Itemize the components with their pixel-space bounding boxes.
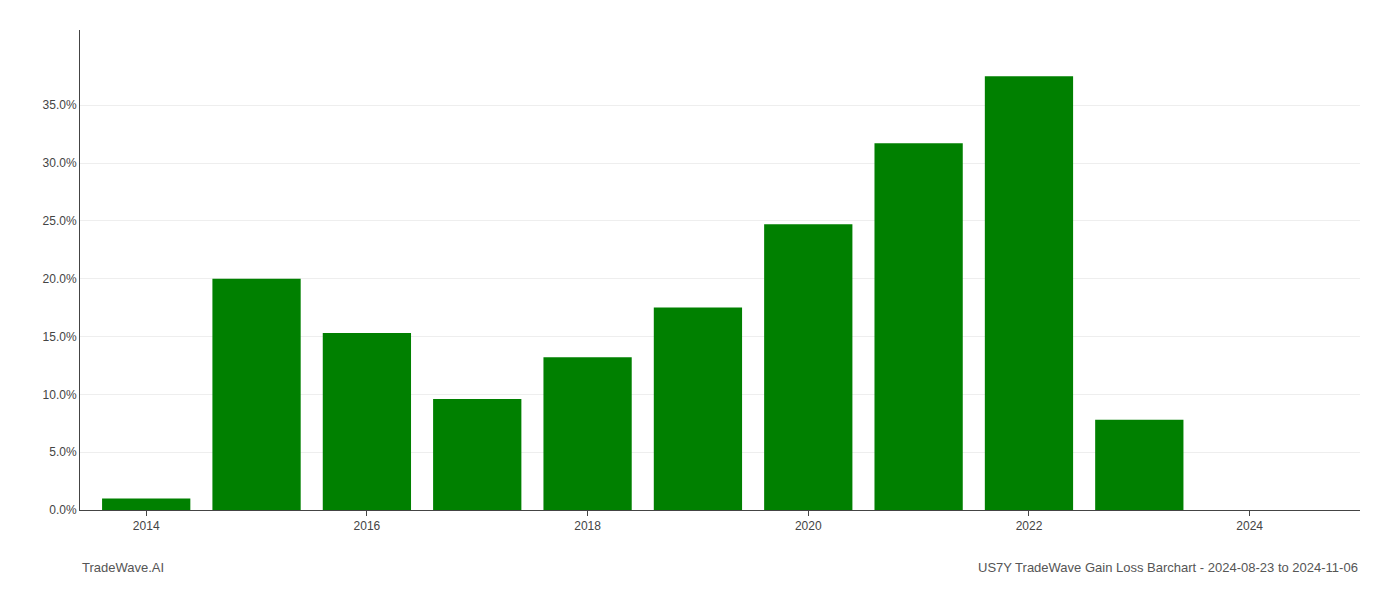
svg-text:0.0%: 0.0% bbox=[49, 503, 77, 517]
svg-text:2018: 2018 bbox=[574, 519, 601, 533]
svg-text:2016: 2016 bbox=[354, 519, 381, 533]
svg-text:20.0%: 20.0% bbox=[43, 272, 77, 286]
svg-text:5.0%: 5.0% bbox=[49, 445, 77, 459]
svg-text:10.0%: 10.0% bbox=[43, 388, 77, 402]
svg-text:30.0%: 30.0% bbox=[43, 156, 77, 170]
svg-text:35.0%: 35.0% bbox=[43, 98, 77, 112]
svg-text:US7Y TradeWave Gain Loss Barch: US7Y TradeWave Gain Loss Barchart - 2024… bbox=[978, 560, 1358, 575]
svg-text:25.0%: 25.0% bbox=[43, 214, 77, 228]
svg-text:15.0%: 15.0% bbox=[43, 330, 77, 344]
svg-text:2022: 2022 bbox=[1016, 519, 1043, 533]
svg-text:2020: 2020 bbox=[795, 519, 822, 533]
svg-text:2024: 2024 bbox=[1236, 519, 1263, 533]
svg-text:2014: 2014 bbox=[133, 519, 160, 533]
svg-text:TradeWave.AI: TradeWave.AI bbox=[82, 560, 164, 575]
